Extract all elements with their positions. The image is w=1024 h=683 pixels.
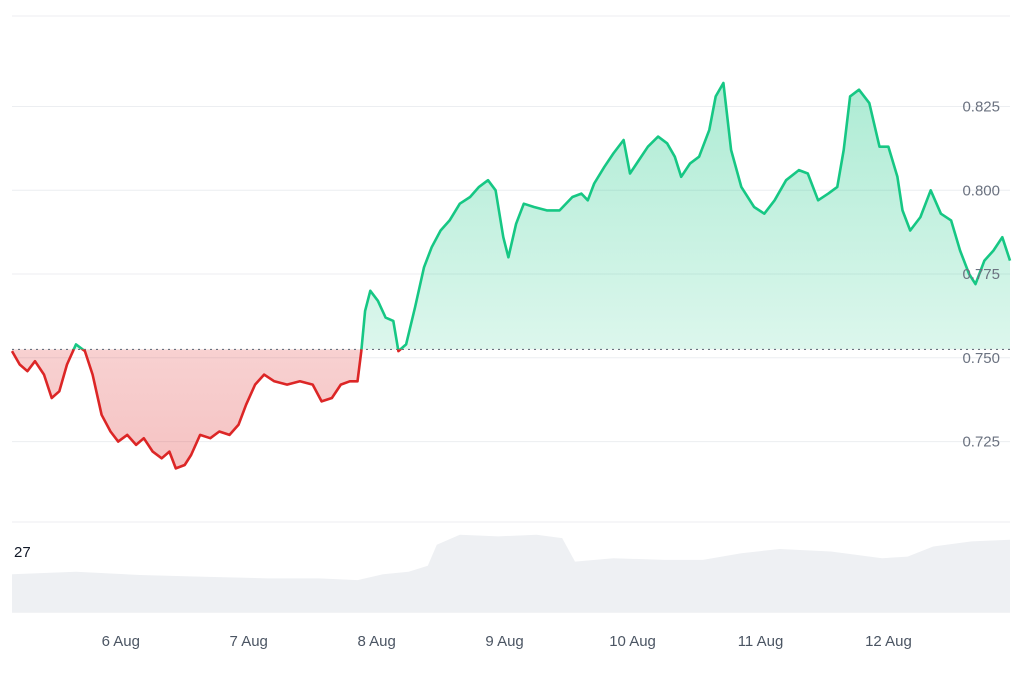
- x-tick-label: 9 Aug: [485, 633, 523, 650]
- price-line-above-baseline: [72, 81, 1012, 350]
- x-tick-label: 7 Aug: [230, 633, 268, 650]
- y-tick-label: 0.725: [962, 434, 1000, 451]
- y-tick-label: 0.775: [962, 266, 1000, 283]
- price-area-above-baseline: [12, 83, 1010, 350]
- volume-area: [12, 534, 1010, 612]
- y-tick-label: 0.825: [962, 98, 1000, 115]
- y-tick-label: 0.750: [962, 350, 1000, 367]
- x-tick-label: 12 Aug: [865, 633, 912, 650]
- volume-label: 27: [14, 544, 31, 561]
- x-tick-label: 8 Aug: [357, 633, 395, 650]
- price-areas: [12, 83, 1010, 469]
- x-tick-label: 11 Aug: [738, 633, 784, 650]
- x-tick-label: 10 Aug: [609, 633, 656, 650]
- price-area-below-baseline: [12, 349, 401, 469]
- price-lines: [10, 81, 1012, 470]
- y-tick-label: 0.800: [962, 182, 1000, 199]
- y-axis: 0.725 0.750 0.775 0.800 0.825: [962, 98, 1000, 450]
- x-tick-label: 6 Aug: [102, 633, 140, 650]
- x-axis: 6 Aug 7 Aug 8 Aug 9 Aug 10 Aug 11 Aug 12 Aug: [102, 633, 912, 650]
- price-line-below-baseline: [10, 349, 403, 470]
- volume-panel: 27: [12, 534, 1010, 612]
